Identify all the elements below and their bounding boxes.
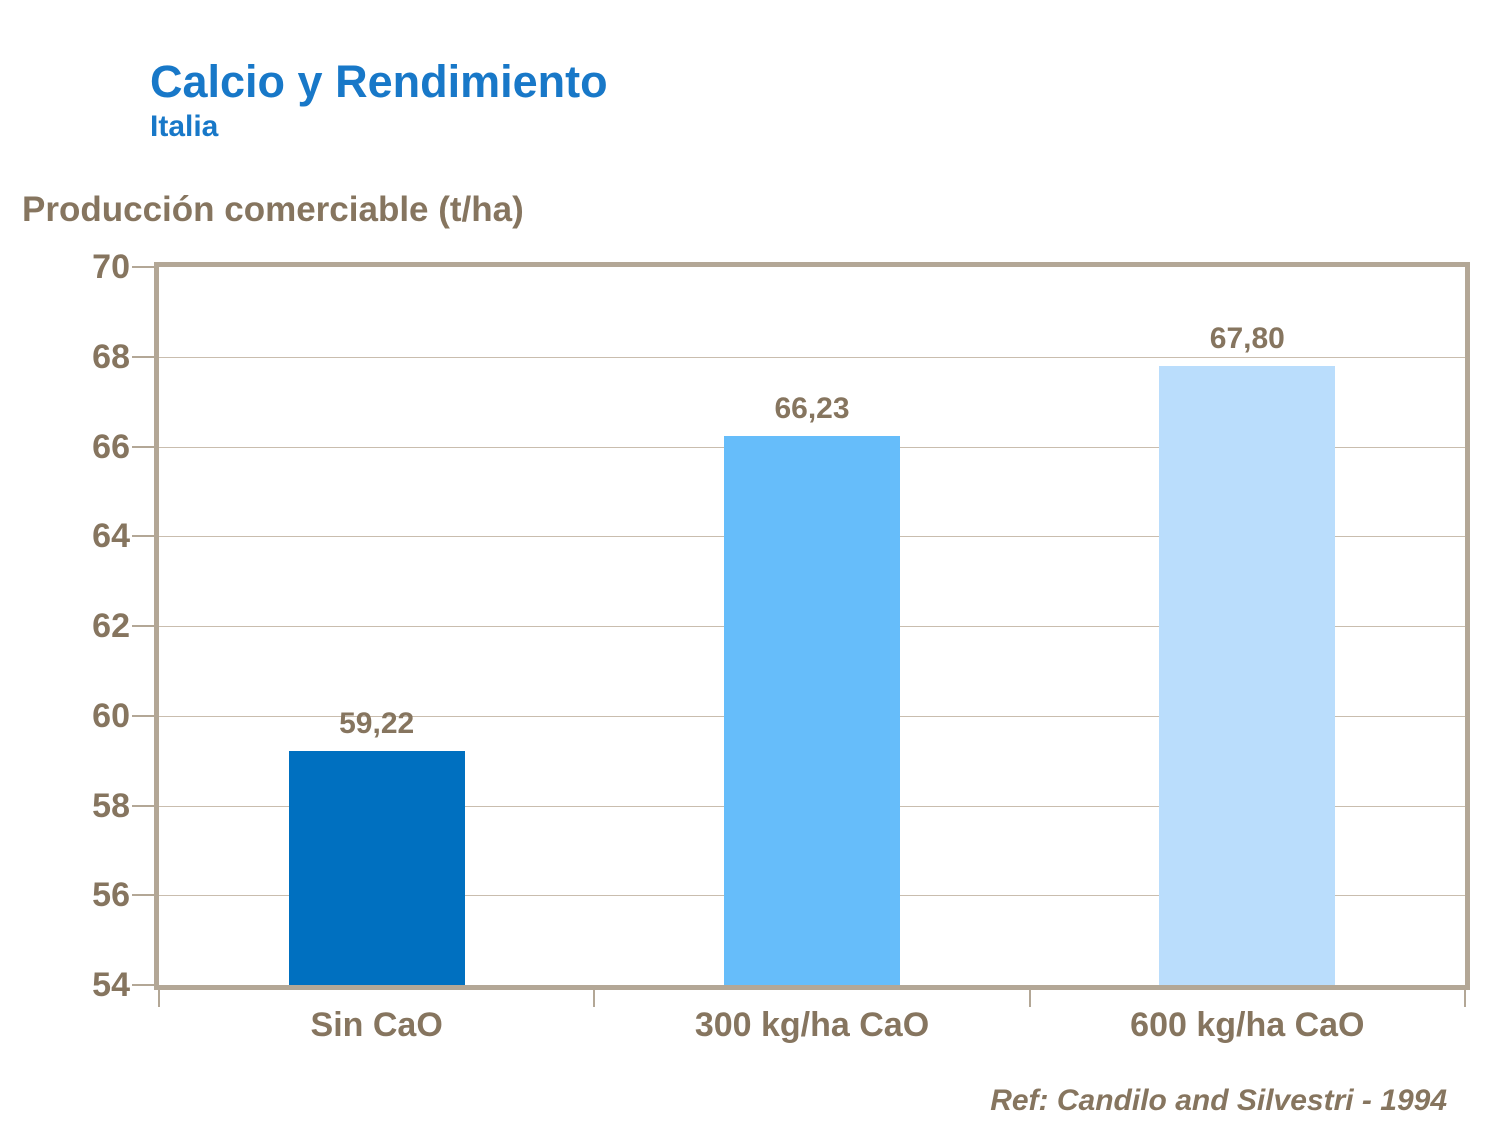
bar-value-label: 66,23 [774,392,850,426]
page-title: Calcio y Rendimiento [150,56,608,107]
y-tick-label: 60 [92,696,130,735]
bar-value-label: 59,22 [339,706,415,740]
bar [288,750,465,985]
y-axis-title: Producción comerciable (t/ha) [22,190,524,229]
y-tick-label: 62 [92,607,130,645]
y-tick-mark [132,266,154,268]
reference-text: Ref: Candilo and Silvestri - 1994 [990,1084,1447,1117]
y-tick-label: 68 [92,337,130,376]
y-tick-mark [132,714,154,717]
y-tick-mark [132,625,154,627]
y-tick-mark [132,984,154,986]
y-tick-label: 56 [92,876,130,915]
bar [724,436,900,985]
y-tick-label: 58 [92,786,130,825]
y-tick-mark [132,894,154,897]
y-tick-label: 66 [92,427,130,466]
x-category-label: 300 kg/ha CaO [694,1006,930,1044]
x-tick-mark [1028,990,1031,1007]
y-tick-label: 64 [92,517,130,556]
y-tick-mark [132,535,154,538]
bar-value-label: 67,80 [1209,321,1285,355]
gridline [159,356,1465,358]
y-tick-label: 70 [92,248,130,286]
page-subtitle: Italia [150,110,219,143]
y-tick-mark [132,355,154,358]
x-category-label: 600 kg/ha CaO [1130,1006,1365,1044]
y-tick-label: 54 [92,966,130,1004]
x-tick-mark [158,990,160,1007]
x-tick-mark [1464,990,1466,1007]
y-tick-mark [132,445,154,448]
bar [1159,365,1336,985]
y-tick-mark [132,804,154,807]
x-tick-mark [593,990,596,1007]
plot-area: 59,22 66,23 67,80 [154,262,1470,990]
x-category-label: Sin CaO [310,1006,443,1044]
